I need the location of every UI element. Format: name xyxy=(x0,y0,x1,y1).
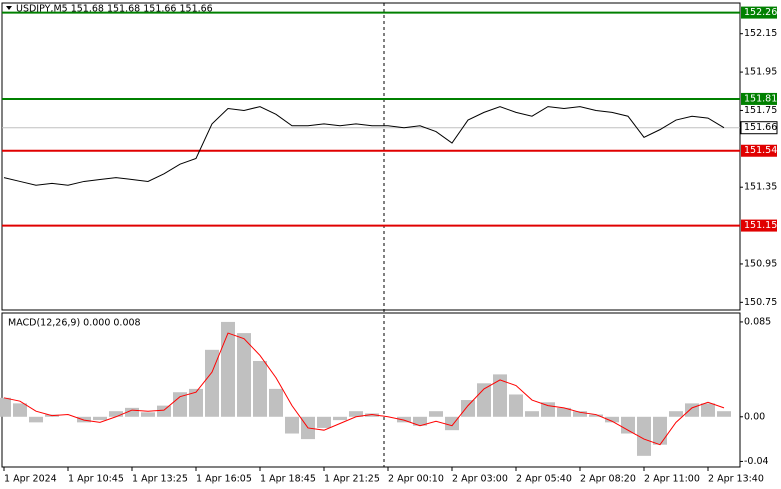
histogram-bar xyxy=(429,411,443,417)
y-tick-label: -0.04 xyxy=(744,456,769,467)
x-tick-label: 1 Apr 13:25 xyxy=(132,474,188,485)
price-line xyxy=(3,106,725,186)
histogram-bar xyxy=(621,416,635,434)
y-tick-label: 150.95 xyxy=(744,258,777,269)
macd-panel xyxy=(1,312,741,468)
y-tick-label: 152.15 xyxy=(744,28,777,39)
x-tick-label: 1 Apr 21:25 xyxy=(324,474,380,485)
chart-title: USDJPY,M5 151.68 151.68 151.66 151.66 xyxy=(16,4,213,15)
histogram-bar xyxy=(29,416,43,423)
histogram-bar xyxy=(0,397,11,417)
histogram-bar xyxy=(685,403,699,417)
histogram-bar xyxy=(189,388,203,417)
histogram-bar xyxy=(701,403,715,417)
y-tick-label: 151.35 xyxy=(744,182,777,193)
histogram-bar xyxy=(445,416,459,431)
level-label-box xyxy=(741,92,777,105)
histogram-bar xyxy=(461,400,475,417)
histogram-bar xyxy=(509,394,523,417)
histogram-bar xyxy=(13,403,27,417)
histogram-bar xyxy=(269,388,283,417)
histogram-bar xyxy=(221,321,235,417)
price-panel xyxy=(1,2,741,311)
level-label: 152.26 xyxy=(744,7,777,18)
histogram-bar xyxy=(333,416,347,421)
histogram-bar xyxy=(109,411,123,417)
signal-line xyxy=(3,332,725,446)
x-tick-label: 2 Apr 05:40 xyxy=(516,474,572,485)
histogram-bar xyxy=(205,349,219,417)
y-tick-label: 0.00 xyxy=(744,411,765,422)
histogram-bar xyxy=(157,405,171,417)
macd-title: MACD(12,26,9) 0.000 0.008 xyxy=(8,318,141,329)
histogram-bar xyxy=(525,411,539,417)
histogram-bar xyxy=(365,413,379,417)
x-tick-label: 1 Apr 2024 xyxy=(4,474,57,485)
menu-triangle xyxy=(6,6,12,10)
histogram-bar xyxy=(125,407,139,417)
histogram-bar xyxy=(253,360,267,417)
histogram-bar xyxy=(637,416,651,456)
histogram-bar xyxy=(477,383,491,417)
y-tick-label: 151.75 xyxy=(744,105,777,116)
histogram-bar xyxy=(77,416,91,423)
histogram-bar xyxy=(413,416,427,426)
x-tick-label: 1 Apr 10:45 xyxy=(68,474,124,485)
histogram-bar xyxy=(589,414,603,417)
x-tick-label: 1 Apr 16:05 xyxy=(196,474,252,485)
level-label: 151.15 xyxy=(744,220,777,231)
histogram-bar xyxy=(397,416,411,423)
last-price-label: 151.66 xyxy=(744,122,777,133)
histogram-bar xyxy=(717,411,731,417)
x-tick-label: 2 Apr 11:00 xyxy=(644,474,700,485)
histogram-bar xyxy=(557,407,571,417)
histogram-bar xyxy=(653,416,667,445)
x-tick-label: 2 Apr 00:10 xyxy=(388,474,444,485)
histogram-bar xyxy=(173,392,187,417)
y-tick-label: 0.085 xyxy=(744,316,771,327)
level-label-box xyxy=(741,144,777,157)
histogram-bar xyxy=(605,416,619,423)
level-label-box xyxy=(741,6,777,19)
level-label-box xyxy=(741,219,777,232)
x-tick-label: 2 Apr 08:20 xyxy=(580,474,636,485)
level-label: 151.54 xyxy=(744,145,777,156)
x-tick-label: 2 Apr 13:40 xyxy=(708,474,764,485)
level-label: 151.81 xyxy=(744,93,777,104)
histogram-bar xyxy=(541,402,555,417)
last-price-box xyxy=(740,121,778,135)
histogram-bar xyxy=(317,416,331,428)
x-tick-label: 2 Apr 03:00 xyxy=(452,474,508,485)
y-tick-label: 150.75 xyxy=(744,297,777,308)
histogram-bar xyxy=(349,411,363,417)
histogram-bar xyxy=(573,411,587,417)
histogram-bar xyxy=(237,333,251,417)
histogram-bar xyxy=(669,411,683,417)
histogram-bar xyxy=(141,412,155,417)
histogram-bar xyxy=(493,374,507,417)
histogram-bar xyxy=(285,416,299,434)
histogram-bar xyxy=(93,416,107,421)
y-tick-label: 151.95 xyxy=(744,67,777,78)
x-tick-label: 1 Apr 18:45 xyxy=(260,474,316,485)
